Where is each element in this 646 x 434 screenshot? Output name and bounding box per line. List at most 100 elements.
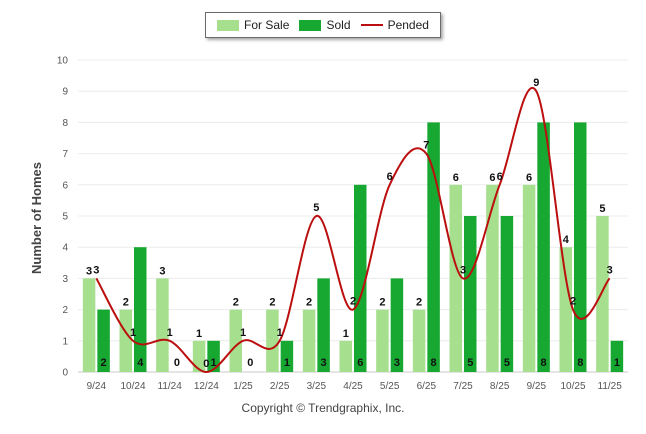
data-label-for-sale: 3 (159, 265, 165, 277)
data-label-sold: 8 (577, 357, 583, 369)
y-tick-label: 7 (62, 149, 68, 160)
data-label-pended: 5 (313, 202, 319, 214)
data-label-pended: 6 (497, 171, 503, 183)
y-tick-label: 9 (62, 87, 68, 98)
data-label-sold: 3 (394, 357, 400, 369)
data-label-sold: 1 (284, 357, 290, 369)
bar-for-sale (266, 309, 279, 372)
data-label-for-sale: 2 (306, 297, 312, 309)
legend-label-for-sale: For Sale (244, 18, 290, 32)
bar-for-sale (449, 184, 462, 372)
copyright-footer: Copyright © Trendgraphix, Inc. (241, 401, 405, 415)
legend-label-pended: Pended (387, 18, 429, 32)
line-pended (95, 87, 611, 374)
bar-for-sale (229, 309, 242, 372)
x-tick-label: 9/25 (527, 381, 547, 392)
data-label-sold: 0 (247, 357, 253, 369)
legend-swatch-pended (360, 24, 383, 26)
x-tick-label: 7/25 (453, 381, 473, 392)
x-tick-label: 12/24 (194, 381, 219, 392)
data-label-sold: 6 (357, 357, 363, 369)
pended-line (95, 87, 611, 374)
legend-swatch-sold (299, 19, 322, 31)
bar-for-sale (82, 278, 96, 372)
data-label-for-sale: 2 (269, 297, 275, 309)
x-tick-label: 3/25 (307, 381, 327, 392)
legend-item-sold[interactable]: Sold (299, 18, 351, 32)
x-tick-label: 9/24 (87, 381, 107, 392)
data-label-for-sale: 4 (563, 234, 570, 246)
x-tick-label: 11/25 (598, 381, 623, 392)
data-label-pended: 6 (387, 171, 393, 183)
x-axis-ticks: 9/24 10/24 11/24 12/24 1/25 2/25 3/25 4/25 5/25 6… (87, 381, 623, 392)
bar-for-sale (596, 216, 609, 372)
x-tick-label: 2/25 (270, 381, 290, 392)
bar-for-sale (376, 309, 389, 372)
bar-sold (97, 309, 110, 372)
legend-swatch-for-sale (217, 19, 240, 31)
bar-sold (317, 278, 330, 372)
legend-item-for-sale[interactable]: For Sale (217, 18, 289, 32)
y-tick-label: 10 (57, 56, 69, 67)
legend-item-pended[interactable]: Pended (360, 18, 429, 32)
bar-sold (610, 340, 624, 372)
x-tick-label: 11/24 (158, 381, 183, 392)
bar-for-sale (119, 309, 132, 372)
y-tick-label: 1 (62, 336, 68, 347)
data-label-sold: 3 (321, 357, 327, 369)
data-label-pended: 9 (533, 77, 539, 89)
data-label-sold: 5 (467, 357, 473, 369)
data-label-for-sale: 5 (599, 203, 605, 215)
data-label-for-sale: 3 (86, 265, 92, 277)
bar-sold (134, 247, 147, 372)
data-label-sold: 0 (174, 357, 180, 369)
bar-sold (574, 122, 587, 373)
bar-for-sale (302, 309, 316, 372)
data-label-sold: 5 (504, 357, 510, 369)
data-label-pended: 7 (423, 140, 429, 152)
bar-sold (207, 340, 220, 372)
bar-for-sale (339, 340, 352, 372)
x-tick-label: 6/25 (417, 381, 437, 392)
legend: For Sale Sold Pended (205, 12, 441, 38)
data-label-sold: 8 (431, 357, 437, 369)
data-label-for-sale: 1 (196, 328, 202, 340)
bar-for-sale (559, 247, 572, 372)
data-label-for-sale: 2 (379, 297, 385, 309)
data-label-pended: 1 (130, 327, 136, 339)
legend-label-sold: Sold (326, 18, 351, 32)
bar-sold (537, 122, 550, 373)
data-label-sold: 1 (614, 357, 620, 369)
data-label-sold: 2 (101, 357, 107, 369)
data-label-for-sale: 6 (453, 172, 459, 184)
data-label-for-sale: 6 (489, 172, 495, 184)
x-tick-label: 10/24 (120, 381, 145, 392)
data-label-pended: 2 (350, 296, 356, 308)
data-label-pended: 3 (460, 264, 466, 276)
data-label-pended: 1 (167, 327, 173, 339)
x-tick-label: 10/25 (560, 381, 585, 392)
y-tick-label: 6 (62, 180, 68, 191)
bar-for-sale (156, 278, 169, 372)
y-tick-label: 4 (62, 243, 68, 254)
bar-for-sale (192, 340, 206, 372)
data-label-pended: 3 (93, 264, 99, 276)
data-label-for-sale: 6 (526, 172, 532, 184)
bar-for-sale (412, 309, 426, 372)
data-label-for-sale: 2 (233, 297, 239, 309)
bar-sold (354, 184, 367, 372)
data-label-for-sale: 1 (343, 328, 349, 340)
x-tick-label: 5/25 (380, 381, 400, 392)
data-label-sold: 4 (137, 357, 144, 369)
x-tick-label: 1/25 (233, 381, 253, 392)
y-tick-label: 0 (62, 368, 68, 379)
bar-sold (390, 278, 404, 372)
x-tick-label: 4/25 (343, 381, 363, 392)
y-axis-ticks: 0 1 2 3 4 5 6 7 8 9 10 (57, 56, 69, 379)
y-tick-label: 8 (62, 118, 68, 129)
data-label-sold: 1 (211, 357, 217, 369)
y-tick-label: 3 (62, 274, 68, 285)
bar-sold (280, 340, 294, 372)
bars (82, 122, 624, 373)
